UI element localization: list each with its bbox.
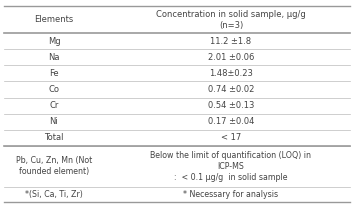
Text: 2.01 ±0.06: 2.01 ±0.06 xyxy=(208,53,254,62)
Text: Na: Na xyxy=(48,53,60,62)
Text: 11.2 ±1.8: 11.2 ±1.8 xyxy=(210,37,252,46)
Text: *(Si, Ca, Ti, Zr): *(Si, Ca, Ti, Zr) xyxy=(25,190,83,199)
Text: 0.17 ±0.04: 0.17 ±0.04 xyxy=(208,117,254,126)
Text: Below the limit of quantification (LOQ) in
ICP-MS
:  < 0.1 μg/g  in solid sample: Below the limit of quantification (LOQ) … xyxy=(150,151,312,182)
Text: 0.54 ±0.13: 0.54 ±0.13 xyxy=(208,101,254,110)
Text: Ni: Ni xyxy=(50,117,58,126)
Text: Concentration in solid sample, μg/g
(n=3): Concentration in solid sample, μg/g (n=3… xyxy=(156,10,306,30)
Text: 1.48±0.23: 1.48±0.23 xyxy=(209,69,253,78)
Text: * Necessary for analysis: * Necessary for analysis xyxy=(183,190,279,199)
Text: < 17: < 17 xyxy=(221,133,241,142)
Text: Cr: Cr xyxy=(49,101,59,110)
Text: 0.74 ±0.02: 0.74 ±0.02 xyxy=(208,85,254,94)
Text: Mg: Mg xyxy=(48,37,60,46)
Text: Total: Total xyxy=(44,133,64,142)
Text: Co: Co xyxy=(48,85,59,94)
Text: Elements: Elements xyxy=(34,15,74,24)
Text: Fe: Fe xyxy=(49,69,59,78)
Text: Pb, Cu, Zn, Mn (Not
founded element): Pb, Cu, Zn, Mn (Not founded element) xyxy=(16,156,92,176)
